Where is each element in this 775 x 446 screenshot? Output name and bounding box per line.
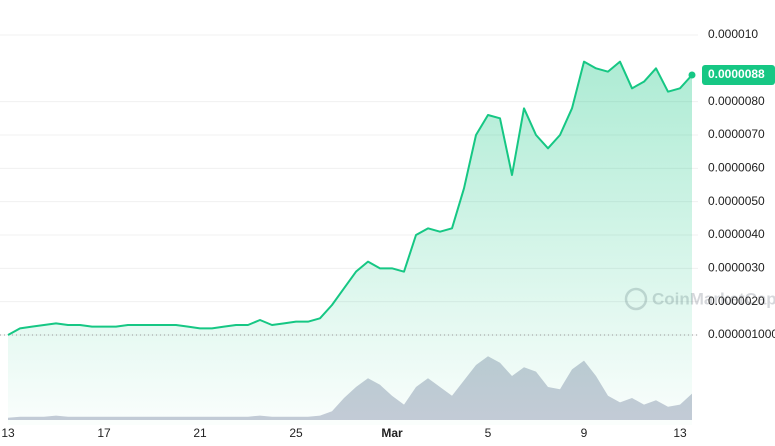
x-tick-label: 25 — [289, 426, 303, 440]
x-tick-label: 13 — [673, 426, 687, 440]
y-tick-label: 0.0000030 — [708, 261, 765, 275]
x-tick-label: 9 — [581, 426, 588, 440]
x-tick-label: 21 — [193, 426, 207, 440]
y-tick-label: 0.0000020 — [708, 294, 765, 308]
y-tick-label: 0.0000080 — [708, 94, 765, 108]
y-tick-label: 0.000001000 — [708, 327, 775, 341]
x-tick-label: 13 — [1, 426, 15, 440]
price-badge-label: 0.0000088 — [708, 67, 765, 81]
price-badge — [702, 65, 775, 85]
x-tick-label: 5 — [485, 426, 492, 440]
last-point — [688, 71, 696, 79]
y-tick-label: 0.0000050 — [708, 194, 765, 208]
price-area — [8, 61, 692, 426]
x-tick-label: Mar — [381, 426, 403, 440]
y-tick-label: 0.0000040 — [708, 227, 765, 241]
y-tick-label: 0.0000070 — [708, 127, 765, 141]
y-tick-label: 0.0000060 — [708, 161, 765, 175]
price-line — [7, 60, 693, 336]
x-tick-label: 17 — [97, 426, 111, 440]
y-tick-label: 0.000010 — [708, 27, 758, 41]
